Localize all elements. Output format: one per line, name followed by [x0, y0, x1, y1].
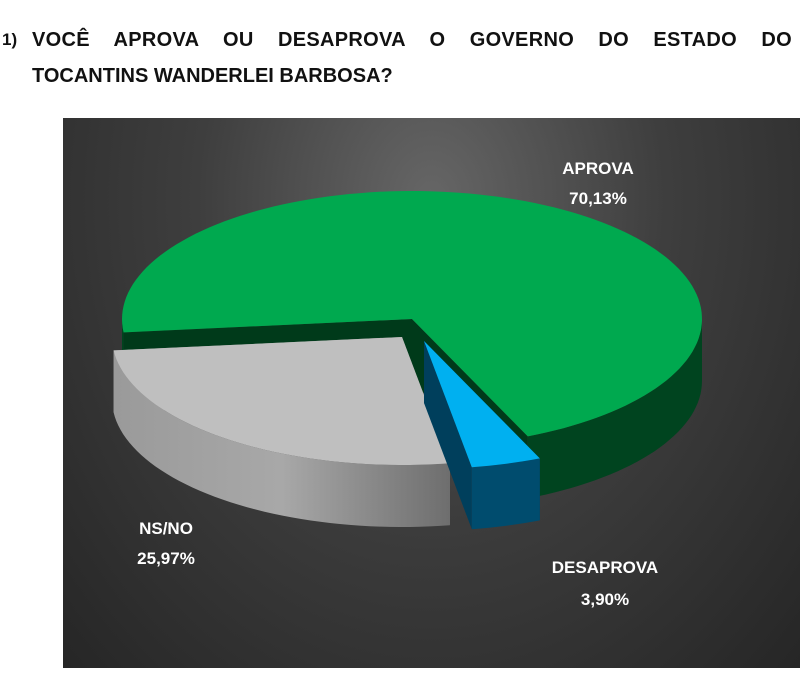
question-line-1: VOCÊ APROVA OU DESAPROVA O GOVERNO DO ES… [32, 29, 792, 51]
label-desaprova-name: DESAPROVA [552, 558, 658, 577]
slice-nsno [113, 337, 450, 465]
label-desaprova-value: 3,90% [581, 590, 629, 609]
label-nsno-value: 25,97% [137, 549, 195, 568]
label-nsno-name: NS/NO [139, 519, 193, 538]
label-aprova-value: 70,13% [569, 189, 627, 208]
slice-desaprova [424, 341, 540, 468]
slice-face-desaprova [424, 341, 472, 530]
label-aprova-name: APROVA [562, 159, 633, 178]
slice-side-desaprova [471, 458, 540, 530]
slice-side-nsno [113, 350, 450, 527]
question-line-2: TOCANTINS WANDERLEI BARBOSA? [32, 65, 393, 87]
question-number: 1) [2, 30, 18, 49]
slice-side-aprova [527, 319, 702, 499]
slice-aprova [122, 191, 702, 437]
